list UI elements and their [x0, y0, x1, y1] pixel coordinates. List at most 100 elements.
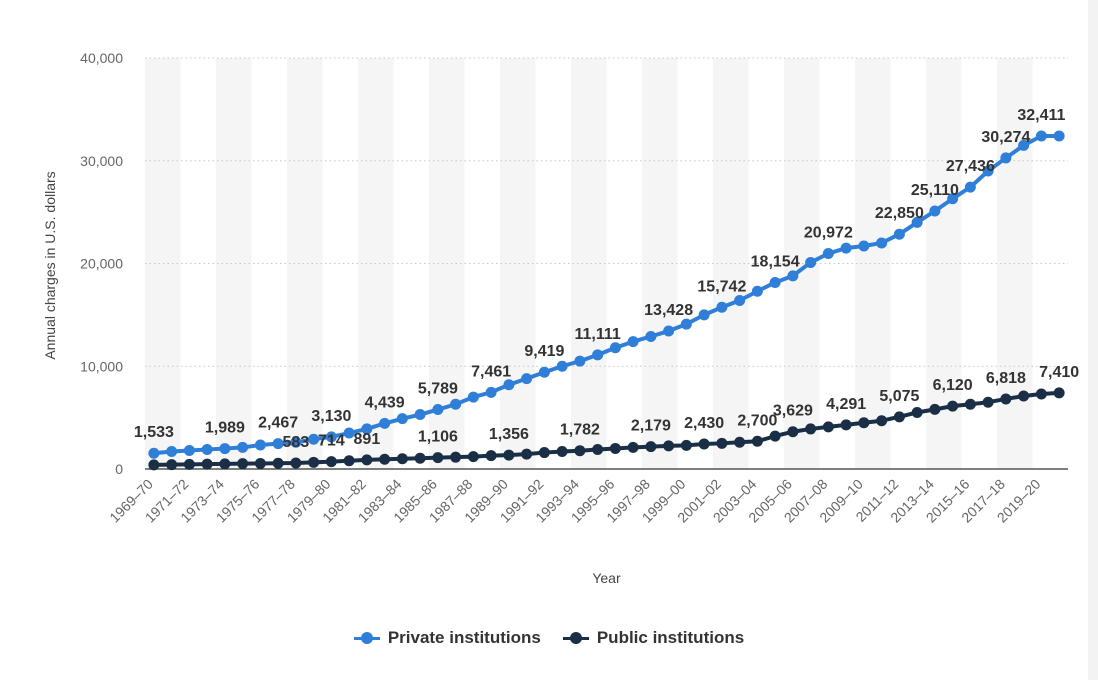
data-point-private[interactable] — [201, 443, 213, 455]
data-point-public[interactable] — [947, 400, 959, 412]
legend-item-public[interactable]: Public institutions — [562, 628, 744, 648]
data-point-private[interactable] — [183, 445, 195, 457]
data-point-private[interactable] — [645, 330, 657, 342]
data-point-public[interactable] — [237, 458, 249, 470]
data-point-private[interactable] — [556, 360, 568, 372]
data-point-public[interactable] — [769, 430, 781, 442]
data-point-public[interactable] — [1018, 390, 1030, 402]
data-point-public[interactable] — [556, 446, 568, 458]
data-point-private[interactable] — [379, 417, 391, 429]
data-point-private[interactable] — [414, 409, 426, 421]
data-point-public[interactable] — [680, 439, 692, 451]
data-point-public[interactable] — [698, 438, 710, 450]
data-point-private[interactable] — [396, 413, 408, 425]
data-point-public[interactable] — [503, 449, 515, 461]
data-point-public[interactable] — [325, 456, 337, 468]
data-point-public[interactable] — [964, 398, 976, 410]
data-point-public[interactable] — [982, 396, 994, 408]
data-point-public[interactable] — [254, 457, 266, 469]
data-point-public[interactable] — [893, 411, 905, 423]
data-point-private[interactable] — [787, 270, 799, 282]
data-point-private[interactable] — [574, 355, 586, 367]
data-point-private[interactable] — [592, 349, 604, 361]
data-point-private[interactable] — [609, 342, 621, 354]
data-point-private[interactable] — [432, 404, 444, 416]
data-point-public[interactable] — [734, 436, 746, 448]
data-point-public[interactable] — [166, 459, 178, 471]
data-point-public[interactable] — [290, 457, 302, 469]
data-point-private[interactable] — [290, 436, 302, 448]
data-point-public[interactable] — [822, 421, 834, 433]
data-point-public[interactable] — [361, 454, 373, 466]
data-point-public[interactable] — [609, 442, 621, 454]
data-point-private[interactable] — [822, 248, 834, 260]
data-point-private[interactable] — [272, 438, 284, 450]
data-point-public[interactable] — [219, 458, 231, 470]
data-point-private[interactable] — [467, 391, 479, 403]
data-point-public[interactable] — [201, 458, 213, 470]
data-point-private[interactable] — [166, 446, 178, 458]
data-point-public[interactable] — [538, 447, 550, 459]
data-point-private[interactable] — [343, 427, 355, 439]
data-point-private[interactable] — [964, 181, 976, 193]
data-point-private[interactable] — [450, 398, 462, 410]
data-point-private[interactable] — [361, 423, 373, 435]
data-point-public[interactable] — [432, 452, 444, 464]
data-point-private[interactable] — [663, 325, 675, 337]
data-point-public[interactable] — [396, 453, 408, 465]
data-point-public[interactable] — [787, 426, 799, 438]
data-point-private[interactable] — [805, 256, 817, 268]
data-point-public[interactable] — [308, 456, 320, 468]
data-point-private[interactable] — [521, 373, 533, 385]
data-point-public[interactable] — [929, 403, 941, 415]
data-point-private[interactable] — [840, 242, 852, 254]
data-point-public[interactable] — [148, 459, 160, 471]
data-point-public[interactable] — [272, 457, 284, 469]
data-point-public[interactable] — [521, 448, 533, 460]
data-point-public[interactable] — [645, 441, 657, 453]
data-point-public[interactable] — [1035, 388, 1047, 400]
data-point-public[interactable] — [627, 441, 639, 453]
data-point-public[interactable] — [379, 453, 391, 465]
data-point-public[interactable] — [450, 451, 462, 463]
data-point-private[interactable] — [503, 379, 515, 391]
data-point-private[interactable] — [237, 441, 249, 453]
data-point-private[interactable] — [219, 443, 231, 455]
data-point-private[interactable] — [308, 433, 320, 445]
data-point-private[interactable] — [1053, 130, 1065, 142]
data-point-private[interactable] — [485, 386, 497, 398]
data-point-private[interactable] — [982, 165, 994, 177]
data-point-private[interactable] — [1000, 152, 1012, 164]
data-point-private[interactable] — [148, 447, 160, 459]
data-point-private[interactable] — [893, 228, 905, 240]
data-point-private[interactable] — [627, 336, 639, 348]
data-point-private[interactable] — [680, 318, 692, 330]
data-point-private[interactable] — [751, 285, 763, 297]
data-point-public[interactable] — [485, 450, 497, 462]
data-point-public[interactable] — [592, 443, 604, 455]
legend-item-private[interactable]: Private institutions — [353, 628, 541, 648]
data-point-private[interactable] — [876, 237, 888, 249]
data-point-private[interactable] — [538, 366, 550, 378]
data-point-public[interactable] — [183, 458, 195, 470]
data-point-private[interactable] — [734, 294, 746, 306]
data-point-public[interactable] — [1000, 393, 1012, 405]
data-point-public[interactable] — [343, 455, 355, 467]
data-point-public[interactable] — [716, 437, 728, 449]
data-point-public[interactable] — [1053, 387, 1065, 399]
data-point-private[interactable] — [1035, 130, 1047, 142]
data-point-public[interactable] — [414, 452, 426, 464]
data-point-public[interactable] — [574, 445, 586, 457]
data-point-private[interactable] — [858, 240, 870, 252]
data-point-private[interactable] — [929, 205, 941, 217]
data-point-public[interactable] — [467, 451, 479, 463]
data-point-private[interactable] — [698, 309, 710, 321]
data-point-public[interactable] — [858, 417, 870, 429]
data-point-private[interactable] — [1018, 139, 1030, 151]
data-point-public[interactable] — [911, 406, 923, 418]
data-point-public[interactable] — [805, 423, 817, 435]
data-point-private[interactable] — [254, 439, 266, 451]
data-point-private[interactable] — [911, 216, 923, 228]
data-point-private[interactable] — [716, 301, 728, 313]
data-point-private[interactable] — [947, 193, 959, 205]
